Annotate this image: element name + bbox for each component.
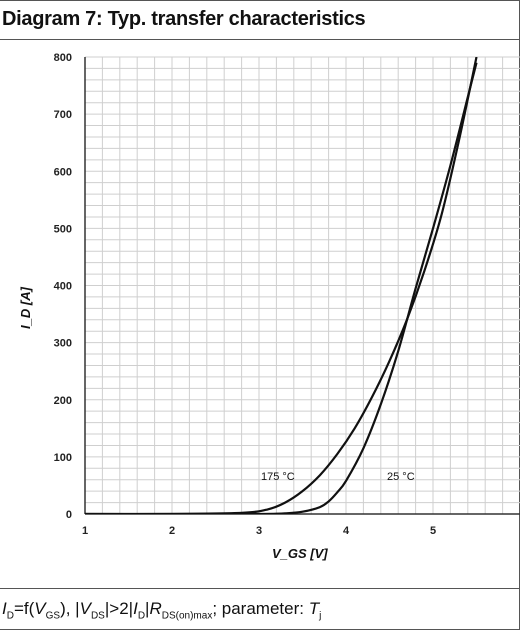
x-tick-label: 2	[169, 525, 175, 537]
caption-bar: ID=f(VGS), |VDS|>2|ID|RDS(on)max; parame…	[0, 588, 520, 630]
x-ticks: 1 2 3 4 5	[82, 525, 436, 537]
y-tick-label: 500	[54, 223, 72, 235]
y-tick-label: 200	[54, 395, 72, 407]
series-line-175C	[85, 57, 478, 514]
x-tick-label: 1	[82, 525, 88, 537]
x-axis-label-text: V_GS [V]	[272, 546, 328, 561]
caption-id-sub: D	[6, 610, 14, 622]
transfer-chart: 0 100 200 300 400 500 600 700 800 1 2 3 4 5 175 °C 2…	[18, 52, 520, 561]
annotation-175C: 175 °C	[261, 471, 295, 483]
caption-r-sub: DS(on)max	[161, 610, 213, 622]
x-tick-label: 5	[430, 525, 436, 537]
y-axis-label: I_D [A]	[18, 286, 33, 329]
caption-t-sub: j	[319, 610, 322, 622]
series-line-25C	[85, 62, 478, 514]
y-ticks: 0 100 200 300 400 500 600 700 800	[54, 52, 72, 521]
grid	[85, 56, 520, 514]
y-tick-label: 400	[54, 281, 72, 293]
caption-mid4: ; parameter:	[212, 599, 309, 618]
caption-t: T	[308, 599, 320, 618]
caption-id: I	[2, 599, 7, 618]
caption-eq: =f(	[13, 599, 35, 618]
x-tick-label: 4	[343, 525, 350, 537]
y-tick-label: 600	[54, 166, 72, 178]
caption-vds-sub: DS	[90, 610, 105, 622]
x-axis-label: V_GS [V]	[272, 546, 328, 561]
series-lines	[85, 57, 478, 514]
caption-vgs: V	[34, 599, 46, 618]
y-tick-label: 0	[66, 509, 72, 521]
caption-id2-sub: D	[137, 610, 146, 622]
caption-mid2: |>2|	[104, 599, 134, 618]
y-tick-label: 700	[54, 109, 72, 121]
caption-vgs-sub: GS	[45, 610, 61, 622]
annotation-25C: 25 °C	[387, 471, 415, 483]
y-tick-label: 300	[54, 338, 72, 350]
caption-mid3: |	[145, 599, 150, 618]
chart-caption: ID=f(VGS), |VDS|>2|ID|RDS(on)max; parame…	[2, 599, 321, 621]
chart-title: Diagram 7: Typ. transfer characteristics	[2, 8, 366, 30]
caption-mid1: ), |	[60, 599, 80, 618]
caption-vds: V	[79, 599, 91, 618]
y-tick-label: 100	[54, 452, 72, 464]
caption-id2: I	[133, 599, 138, 618]
y-tick-label: 800	[54, 52, 72, 64]
y-axis-label-text: I_D [A]	[18, 286, 33, 329]
caption-r: R	[149, 599, 162, 618]
x-tick-label: 3	[256, 525, 262, 537]
title-bar: Diagram 7: Typ. transfer characteristics	[0, 0, 520, 40]
